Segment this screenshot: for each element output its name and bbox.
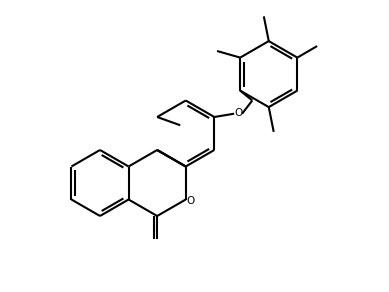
Text: O: O: [234, 108, 242, 118]
Text: O: O: [187, 197, 195, 206]
